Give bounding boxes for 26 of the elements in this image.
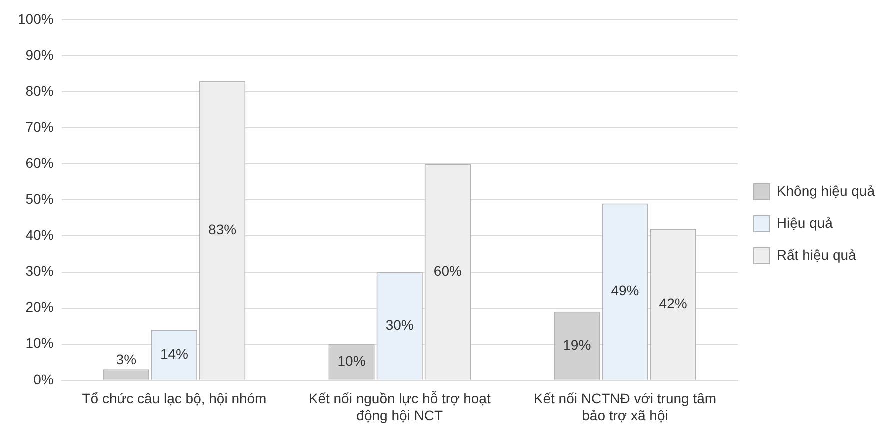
y-tick-label: 70% [26,118,54,135]
x-tick-label: Kết nối nguồn lực hỗ trợ hoạt động hội NCT [308,390,491,424]
y-tick-label: 50% [26,191,54,208]
y-tick-label: 80% [26,82,54,99]
y-tick-label: 40% [26,227,54,244]
data-label: 30% [386,316,414,333]
x-tick-label: Tổ chức câu lạc bộ, hội nhóm [82,390,267,407]
y-tick-label: 0% [34,371,54,388]
y-tick-label: 90% [26,46,54,63]
y-tick-label: 60% [26,155,54,172]
data-label: 83% [208,221,237,238]
legend-label: Không hiệu quả [776,182,876,199]
legend-label: Hiệu quả [776,214,834,231]
y-tick-label: 10% [26,335,54,352]
data-label: 19% [563,336,592,353]
y-tick-label: 100% [18,10,54,27]
y-tick-label: 30% [26,263,54,280]
data-label: 3% [116,351,137,368]
x-tick-label: Kết nối NCTNĐ với trung tâm bảo trợ xã hội [534,390,717,424]
data-label: 10% [338,352,366,369]
data-label: 49% [611,282,640,299]
data-label: 14% [160,346,189,362]
data-label: 60% [434,262,462,279]
legend-label: Rất hiệu quả [776,246,857,263]
y-tick-label: 20% [26,299,54,316]
data-label: 42% [659,295,688,312]
